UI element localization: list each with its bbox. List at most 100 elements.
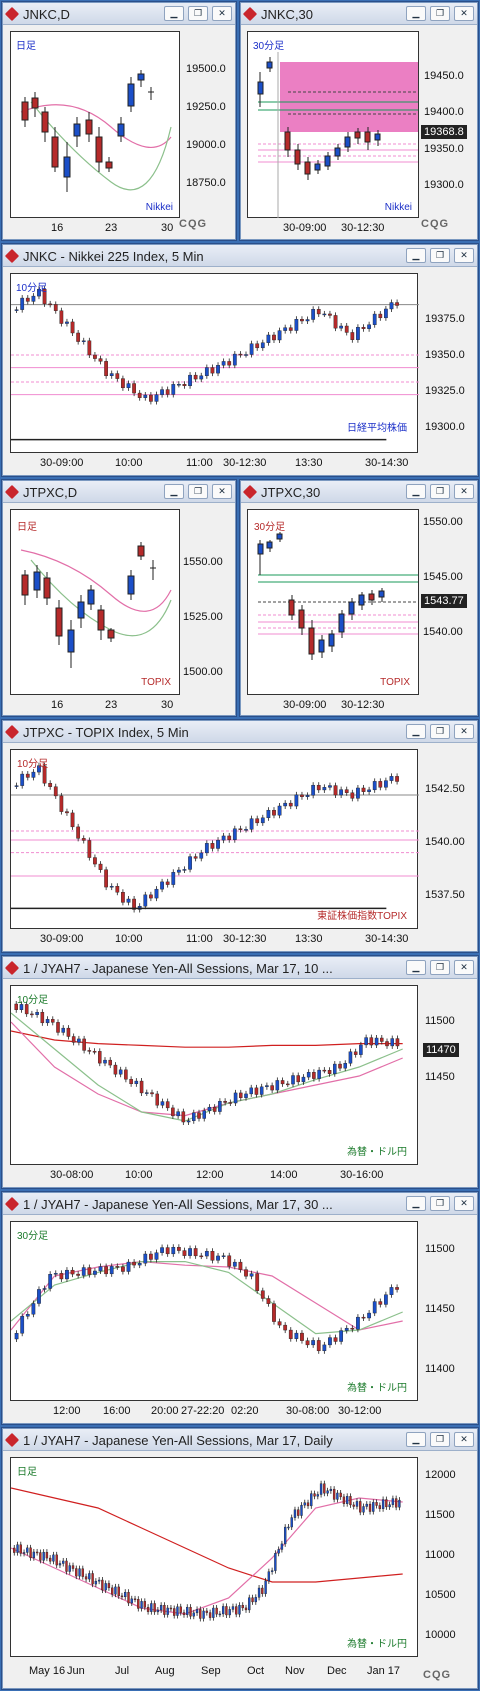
candle-body xyxy=(71,1565,75,1569)
restore-button[interactable]: ❐ xyxy=(430,248,450,263)
chart-window-jyah7-10min[interactable]: 1 / JYAH7 - Japanese Yen-All Sessions, M… xyxy=(2,956,478,1188)
close-button[interactable]: ✕ xyxy=(454,960,474,975)
chart-window-jyah7-30min[interactable]: 1 / JYAH7 - Japanese Yen-All Sessions, M… xyxy=(2,1192,478,1424)
candle-body xyxy=(336,1492,339,1500)
x-tick: 23 xyxy=(105,222,118,234)
title-bar[interactable]: JTPXC - TOPIX Index, 5 Min ▁ ❐ ✕ xyxy=(3,721,477,743)
chart-window-jtpxc-5min[interactable]: JTPXC - TOPIX Index, 5 Min ▁ ❐ ✕ 10分足 東証株価… xyxy=(2,720,478,952)
candle-body xyxy=(329,1488,333,1491)
chart-window-jnkc-30[interactable]: JNKC,30 ▁ ❐ ✕ xyxy=(240,2,478,240)
restore-button[interactable]: ❐ xyxy=(188,6,208,21)
title-bar[interactable]: JNKC,30 ▁ ❐ ✕ xyxy=(241,3,477,25)
candle-body xyxy=(20,297,25,310)
restore-button[interactable]: ❐ xyxy=(188,484,208,499)
chart-window-jnkc-daily[interactable]: JNKC,D ▁ ❐ ✕ 日足 Nikkei 1950 xyxy=(2,2,236,240)
minimize-button[interactable]: ▁ xyxy=(164,484,184,499)
title-bar[interactable]: JTPXC,30 ▁ ❐ ✕ xyxy=(241,481,477,503)
close-button[interactable]: ✕ xyxy=(454,724,474,739)
candle-body xyxy=(311,784,316,796)
minimize-button[interactable]: ▁ xyxy=(406,6,426,21)
chart-window-jnkc-5min[interactable]: JNKC - Nikkei 225 Index, 5 Min ▁ ❐ ✕ 10分足 … xyxy=(2,244,478,476)
close-button[interactable]: ✕ xyxy=(212,6,232,21)
title-bar[interactable]: 1 / JYAH7 - Japanese Yen-All Sessions, M… xyxy=(3,957,477,979)
restore-button[interactable]: ❐ xyxy=(430,484,450,499)
candle-body xyxy=(78,1568,81,1577)
candle-body xyxy=(350,1327,355,1330)
close-button[interactable]: ✕ xyxy=(454,248,474,263)
minimize-button[interactable]: ▁ xyxy=(406,1196,426,1211)
restore-button[interactable]: ❐ xyxy=(430,1196,450,1211)
candle-body xyxy=(24,1004,29,1015)
candle-body xyxy=(328,1337,332,1346)
chart-window-jtpxc-30[interactable]: JTPXC,30 ▁ ❐ ✕ xyxy=(240,480,478,716)
minimize-button[interactable]: ▁ xyxy=(406,724,426,739)
minimize-button[interactable]: ▁ xyxy=(406,248,426,263)
candle-body xyxy=(288,802,293,807)
candle-body xyxy=(316,784,321,791)
minimize-button[interactable]: ▁ xyxy=(164,6,184,21)
cqg-logo-icon xyxy=(4,960,20,976)
chart-window-jtpxc-daily[interactable]: JTPXC,D ▁ ❐ ✕ 日足 TOPIX 1550.00 152 xyxy=(2,480,236,716)
title-bar[interactable]: JNKC - Nikkei 225 Index, 5 Min ▁ ❐ ✕ xyxy=(3,245,477,267)
candle-body xyxy=(283,1526,287,1545)
moving-average-line xyxy=(11,1030,403,1048)
candle-body xyxy=(368,1503,372,1512)
restore-button[interactable]: ❐ xyxy=(430,724,450,739)
candle-body xyxy=(244,829,248,831)
candle-body xyxy=(92,1051,97,1053)
close-button[interactable]: ✕ xyxy=(454,1196,474,1211)
title-bar[interactable]: JNKC,D ▁ ❐ ✕ xyxy=(3,3,235,25)
price-chart[interactable]: 30分足 為替・ドル円 xyxy=(10,1221,418,1401)
candle-body xyxy=(395,1287,399,1290)
restore-button[interactable]: ❐ xyxy=(430,960,450,975)
window-title: JNKC - Nikkei 225 Index, 5 Min xyxy=(23,249,204,264)
candle-body xyxy=(29,1547,32,1558)
series-label: 東証株価指数TOPIX xyxy=(317,911,407,922)
price-chart[interactable]: 30分足 TOPIX xyxy=(247,509,419,695)
chart-window-jyah7-daily[interactable]: 1 / JYAH7 - Japanese Yen-All Sessions, M… xyxy=(2,1428,478,1689)
candle-body xyxy=(124,1069,128,1080)
title-bar[interactable]: 1 / JYAH7 - Japanese Yen-All Sessions, M… xyxy=(3,1193,477,1215)
close-button[interactable]: ✕ xyxy=(454,1432,474,1447)
close-button[interactable]: ✕ xyxy=(212,484,232,499)
y-tick: 1545.00 xyxy=(423,571,463,583)
candle-body xyxy=(390,1038,395,1047)
title-bar[interactable]: 1 / JYAH7 - Japanese Yen-All Sessions, M… xyxy=(3,1429,477,1451)
candle-body xyxy=(344,325,349,333)
candle-body xyxy=(384,1294,388,1305)
y-tick: 10500 xyxy=(425,1589,456,1601)
window-title: JTPXC,D xyxy=(23,485,78,500)
x-tick: 16 xyxy=(51,222,64,234)
minimize-button[interactable]: ▁ xyxy=(406,484,426,499)
price-chart[interactable]: 日足 Nikkei xyxy=(10,31,180,218)
y-tick: 12000 xyxy=(425,1469,456,1481)
price-chart[interactable]: 30分足 Nikkei xyxy=(247,31,419,218)
candle-body xyxy=(272,334,276,341)
y-tick: 19500.0 xyxy=(186,63,226,75)
candle-body xyxy=(87,1050,92,1052)
price-chart[interactable]: 日足 TOPIX xyxy=(10,509,180,695)
candle-body xyxy=(395,1038,400,1047)
candle-body xyxy=(294,1332,299,1339)
candle-body xyxy=(365,1503,368,1507)
x-tick: Oct xyxy=(247,1665,265,1677)
minimize-button[interactable]: ▁ xyxy=(406,960,426,975)
candle-body xyxy=(53,304,58,311)
close-button[interactable]: ✕ xyxy=(454,484,474,499)
y-tick: 1540.00 xyxy=(425,836,465,848)
candle-body xyxy=(204,1251,209,1257)
price-chart[interactable]: 日足 為替・ドル円 xyxy=(10,1457,418,1657)
candle-body xyxy=(210,367,215,374)
price-chart[interactable]: 10分足 為替・ドル円 xyxy=(10,985,418,1165)
title-bar[interactable]: JTPXC,D ▁ ❐ ✕ xyxy=(3,481,235,503)
candle-body xyxy=(280,1080,285,1085)
close-button[interactable]: ✕ xyxy=(454,6,474,21)
minimize-button[interactable]: ▁ xyxy=(406,1432,426,1447)
price-chart[interactable]: 10分足 東証株価指数TOPIX xyxy=(10,749,419,929)
candle-body xyxy=(208,1612,212,1618)
restore-button[interactable]: ❐ xyxy=(430,6,450,21)
candle-body xyxy=(241,1604,244,1609)
candle-body xyxy=(270,1570,274,1572)
restore-button[interactable]: ❐ xyxy=(430,1432,450,1447)
price-chart[interactable]: 10分足 日経平均株価 xyxy=(10,273,419,453)
